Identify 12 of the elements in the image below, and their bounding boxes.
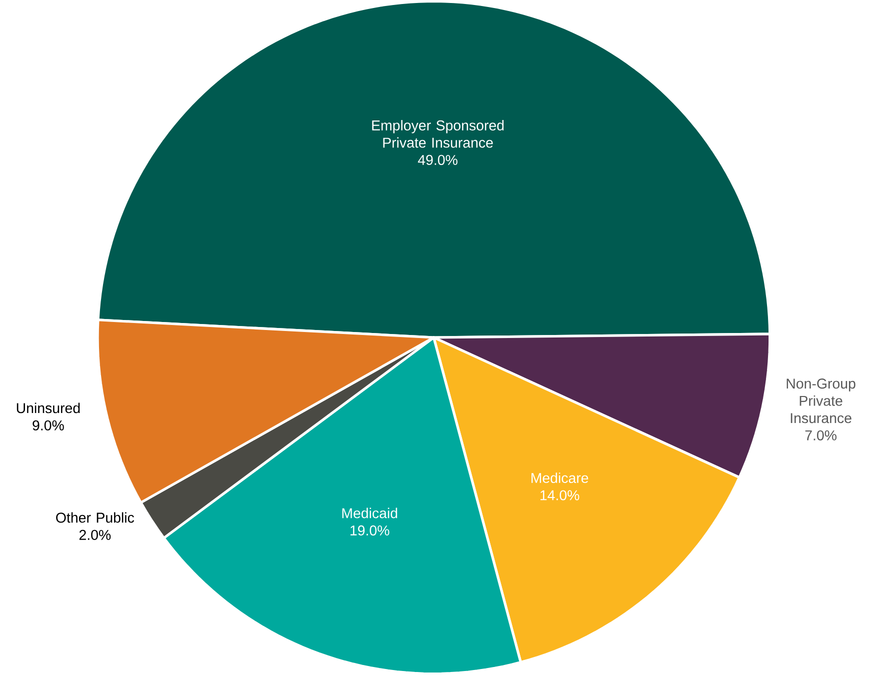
data-label: 14.0% bbox=[540, 490, 580, 500]
slice-label: Employer Sponsored Private Insurance bbox=[372, 120, 504, 148]
data-label: 9.0% bbox=[32, 420, 64, 430]
slice-label: Uninsured bbox=[16, 402, 80, 414]
data-label: 7.0% bbox=[805, 430, 836, 440]
data-label: 49.0% bbox=[418, 154, 458, 165]
slice-label: Medicare bbox=[532, 472, 588, 484]
slice-label: Medicaid bbox=[342, 508, 398, 518]
slice-label: Non-Group Private Insurance bbox=[786, 378, 856, 424]
data-label: 2.0% bbox=[79, 530, 111, 540]
slice-label: Other Public bbox=[56, 512, 134, 523]
data-label: 19.0% bbox=[350, 525, 390, 536]
